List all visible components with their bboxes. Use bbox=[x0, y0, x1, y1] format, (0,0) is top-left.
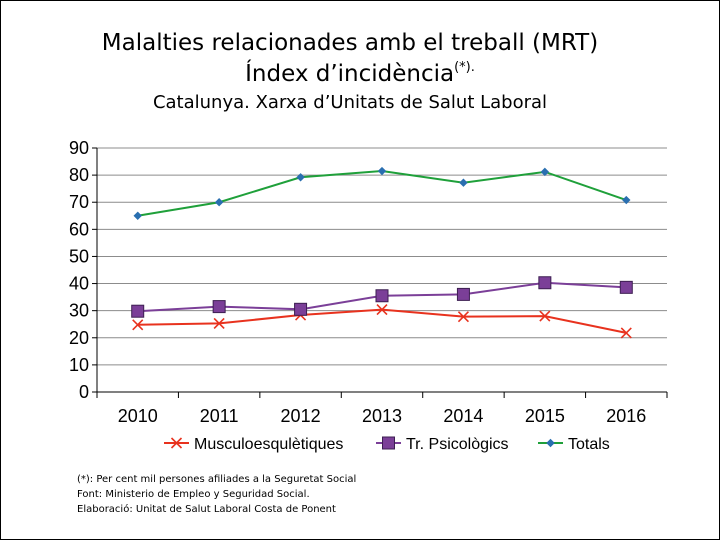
legend: Musculoesqulètiques Tr. Psicològics Totals bbox=[164, 436, 610, 453]
gridlines bbox=[97, 147, 667, 366]
point-musculoesqul-tiques-2014-stroke-b bbox=[457, 311, 469, 323]
x-tick-label-2015: 2015 bbox=[525, 406, 565, 426]
point-totals-2016 bbox=[622, 195, 631, 205]
series-tr-psicol-gics bbox=[131, 276, 633, 318]
chart-title-line2: Índex d’incidència(*). bbox=[0, 60, 720, 87]
series-layer bbox=[131, 166, 633, 339]
x-tick-label-2016: 2016 bbox=[606, 406, 646, 426]
y-tick-label-80: 80 bbox=[69, 165, 89, 185]
point-musculoesqul-tiques-2011-stroke-b bbox=[213, 317, 225, 329]
point-totals-2014 bbox=[459, 178, 468, 187]
chart-title: Malalties relacionades amb el treball (M… bbox=[101, 30, 599, 56]
footnotes: (*): Per cent mil persones afiliades a l… bbox=[77, 472, 356, 517]
point-musculoesqul-tiques-2014 bbox=[457, 311, 469, 323]
point-totals-2011 bbox=[214, 198, 224, 207]
legend-label-musculoesqul-tiques: Musculoesqulètiques bbox=[194, 436, 343, 453]
chart-title-footnote-mark: (*). bbox=[454, 60, 475, 75]
y-tick-label-30: 30 bbox=[69, 301, 89, 321]
point-totals-2015 bbox=[540, 167, 550, 177]
legend-marker-musculoesqul-tiques-stroke-b bbox=[170, 437, 183, 449]
y-tick-labels: 0 10 20 30 40 50 60 70 80 90 bbox=[69, 138, 89, 402]
legend-item-musculoesqul-tiques: Musculoesqulètiques bbox=[164, 436, 343, 453]
legend-marker-musculoesqul-tiques bbox=[170, 437, 183, 449]
point-musculoesqul-tiques-2013 bbox=[376, 304, 388, 316]
legend-item-totals: Totals bbox=[538, 436, 610, 453]
y-tick-label-0: 0 bbox=[79, 382, 89, 402]
y-tick-label-40: 40 bbox=[69, 274, 89, 294]
legend-label-tr-psicol-gics: Tr. Psicològics bbox=[406, 436, 509, 453]
point-musculoesqul-tiques-2016-stroke-b bbox=[620, 327, 632, 339]
y-tick-label-20: 20 bbox=[69, 328, 89, 348]
legend-item-tr-psicol-gics: Tr. Psicològics bbox=[376, 436, 509, 453]
y-tick-label-10: 10 bbox=[69, 355, 89, 375]
point-totals-2012 bbox=[296, 173, 305, 182]
x-tick-label-2010: 2010 bbox=[118, 406, 158, 426]
legend-label-totals: Totals bbox=[568, 436, 610, 453]
point-musculoesqul-tiques-2015-stroke-b bbox=[539, 310, 551, 322]
point-tr-psicol-gics-2013 bbox=[375, 289, 389, 303]
y-tick-label-60: 60 bbox=[69, 219, 89, 239]
x-tick-label-2013: 2013 bbox=[362, 406, 402, 426]
point-musculoesqul-tiques-2016 bbox=[620, 327, 632, 339]
point-tr-psicol-gics-2015 bbox=[538, 276, 552, 290]
x-tick-labels: 2010 2011 2012 2013 2014 2015 2016 bbox=[118, 406, 647, 426]
point-musculoesqul-tiques-2015 bbox=[539, 310, 551, 322]
x-tick-label-2011: 2011 bbox=[200, 406, 239, 426]
legend-marker-tr-psicol-gics bbox=[382, 436, 395, 450]
point-tr-psicol-gics-2012 bbox=[294, 302, 308, 316]
point-tr-psicol-gics-2011 bbox=[212, 300, 226, 314]
point-tr-psicol-gics-2016 bbox=[619, 280, 633, 294]
point-totals-2010 bbox=[133, 211, 142, 220]
series-line-musculoesqul-tiques bbox=[137, 308, 627, 334]
footnote-definition: (*): Per cent mil persones afiliades a l… bbox=[77, 474, 357, 485]
point-musculoesqul-tiques-2010 bbox=[132, 319, 144, 331]
axes bbox=[92, 147, 668, 398]
point-musculoesqul-tiques-2011 bbox=[213, 317, 225, 329]
y-tick-label-70: 70 bbox=[69, 192, 89, 212]
point-tr-psicol-gics-2014 bbox=[456, 287, 470, 301]
series-totals bbox=[133, 166, 631, 220]
y-tick-label-90: 90 bbox=[69, 138, 89, 158]
chart-subtitle: Catalunya. Xarxa d’Unitats de Salut Labo… bbox=[152, 92, 548, 113]
footnote-source: Font: Ministerio de Empleo y Seguridad S… bbox=[77, 489, 310, 500]
point-musculoesqul-tiques-2013-stroke-b bbox=[376, 304, 388, 316]
x-tick-label-2012: 2012 bbox=[281, 406, 321, 426]
chart-title-line2-text: Índex d’incidència bbox=[245, 61, 455, 87]
point-totals-2013 bbox=[377, 166, 387, 176]
series-musculoesqul-tiques bbox=[132, 304, 632, 339]
point-musculoesqul-tiques-2010-stroke-b bbox=[132, 319, 144, 331]
point-tr-psicol-gics-2010 bbox=[131, 304, 145, 318]
footnote-elaboration: Elaboració: Unitat de Salut Laboral Cost… bbox=[77, 504, 336, 515]
legend-marker-totals bbox=[546, 438, 555, 448]
x-tick-label-2014: 2014 bbox=[443, 406, 483, 426]
y-tick-label-50: 50 bbox=[69, 246, 89, 266]
series-line-totals bbox=[137, 170, 627, 217]
